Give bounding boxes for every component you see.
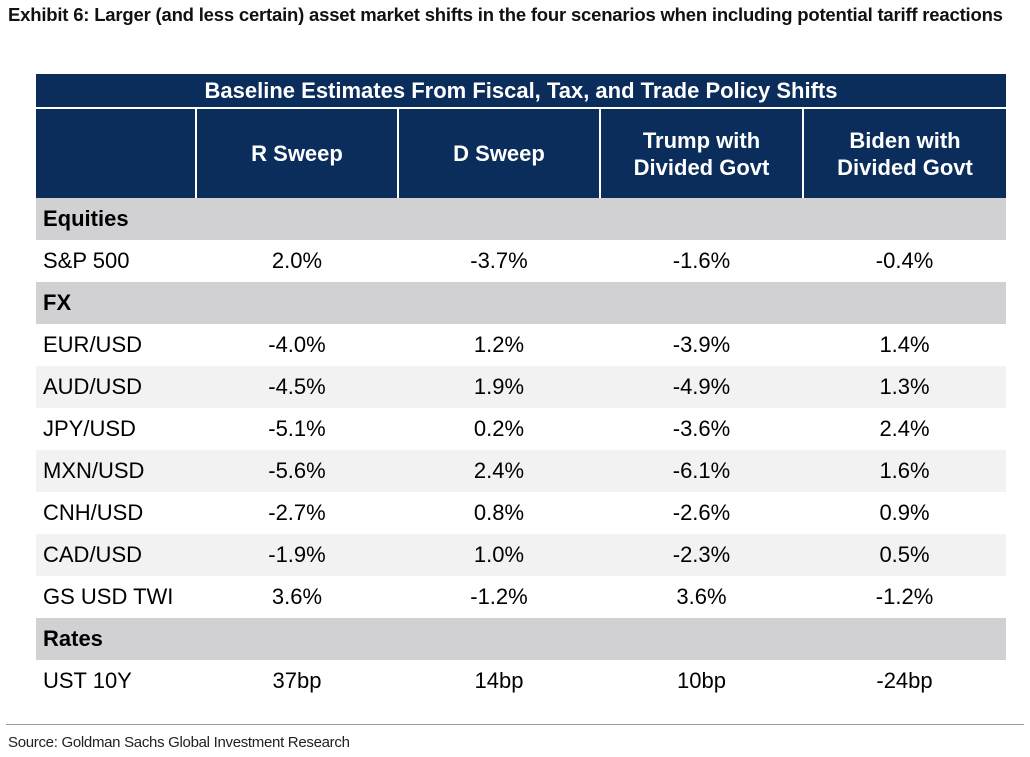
- value-cell: -5.6%: [196, 450, 398, 492]
- table-row: AUD/USD -4.5% 1.9% -4.9% 1.3%: [36, 366, 1007, 408]
- section-label: FX: [36, 282, 1007, 324]
- exhibit-title: Exhibit 6: Larger (and less certain) ass…: [8, 4, 1003, 25]
- value-cell: -5.1%: [268, 416, 326, 441]
- table-row: CAD/USD -1.9% 1.0% -2.3% 0.5%: [36, 534, 1007, 576]
- row-label: EUR/USD: [43, 332, 143, 357]
- value-cell: -4.0%: [268, 332, 326, 357]
- section-row: FX: [36, 282, 1007, 324]
- row-label: JPY/USD: [43, 416, 136, 441]
- value-cell: 2.4%: [398, 450, 600, 492]
- row-label: MXN/USD: [36, 450, 196, 492]
- value-cell: 0.9%: [879, 500, 930, 525]
- table-banner-title: Baseline Estimates From Fiscal, Tax, and…: [36, 74, 1007, 109]
- row-label: GS USD TWI: [43, 584, 174, 609]
- estimates-table-container: Baseline Estimates From Fiscal, Tax, and…: [36, 74, 1007, 702]
- estimates-table: Baseline Estimates From Fiscal, Tax, and…: [36, 74, 1007, 702]
- value-cell: 1.2%: [473, 332, 525, 357]
- value-cell: -3.9%: [672, 332, 731, 357]
- column-header-trump-divided: Trump with Divided Govt: [599, 108, 803, 198]
- section-row: Rates: [36, 618, 1007, 660]
- value-cell: 1.0%: [398, 534, 600, 576]
- value-cell: -2.7%: [268, 500, 326, 525]
- value-cell: 3.6%: [271, 584, 323, 609]
- table-row: MXN/USD -5.6% 2.4% -6.1% 1.6%: [36, 450, 1007, 492]
- value-cell: -3.6%: [672, 416, 731, 441]
- value-cell: -2.6%: [672, 500, 731, 525]
- table-body: Equities S&P 500 2.0% -3.7% -1.6% -0.4% FX EUR/…: [36, 198, 1007, 702]
- value-cell: 0.8%: [473, 500, 525, 525]
- column-header-line: Biden with: [849, 127, 961, 153]
- value-cell: -4.9%: [600, 366, 803, 408]
- value-cell: 10bp: [677, 668, 726, 693]
- column-header-line: Divided Govt: [633, 154, 770, 180]
- value-cell: 2.4%: [879, 416, 930, 441]
- value-cell: -3.7%: [470, 248, 528, 273]
- column-header-biden-divided: Biden with Divided Govt: [801, 108, 1007, 198]
- table-row: GS USD TWI 3.6% -1.2% 3.6% -1.2%: [36, 576, 1006, 618]
- value-cell: -1.2%: [875, 584, 934, 609]
- value-cell: 1.9%: [398, 366, 600, 408]
- row-label: AUD/USD: [36, 366, 196, 408]
- row-label: CAD/USD: [36, 534, 196, 576]
- value-cell: 1.3%: [803, 366, 1007, 408]
- column-header-blank: [36, 108, 196, 198]
- value-cell: -0.4%: [875, 248, 934, 273]
- column-header-line: Divided Govt: [837, 154, 973, 180]
- table-row: S&P 500 2.0% -3.7% -1.6% -0.4%: [36, 240, 1006, 282]
- column-header-row: R Sweep D Sweep Trump with Divided Govt …: [36, 108, 1007, 198]
- column-header-d-sweep: D Sweep: [397, 108, 600, 198]
- value-cell: 2.0%: [271, 248, 323, 273]
- table-banner-row: Baseline Estimates From Fiscal, Tax, and…: [36, 74, 1007, 109]
- value-cell: 1.6%: [803, 450, 1007, 492]
- value-cell: -1.9%: [196, 534, 398, 576]
- value-cell: -1.6%: [672, 248, 731, 273]
- source-note: Source: Goldman Sachs Global Investment …: [8, 734, 350, 751]
- table-row: UST 10Y 37bp 14bp 10bp -24bp: [36, 660, 1006, 702]
- value-cell: 1.4%: [879, 332, 930, 357]
- value-cell: 3.6%: [676, 584, 727, 609]
- footer-divider: [6, 724, 1024, 725]
- row-label: S&P 500: [43, 248, 130, 273]
- value-cell: -6.1%: [600, 450, 803, 492]
- value-cell: 37bp: [272, 668, 322, 693]
- table-row: JPY/USD -5.1% 0.2% -3.6% 2.4%: [36, 408, 1006, 450]
- value-cell: 0.2%: [473, 416, 525, 441]
- section-row: Equities: [36, 198, 1007, 240]
- value-cell: -2.3%: [600, 534, 803, 576]
- row-label: CNH/USD: [43, 500, 144, 525]
- column-header-line: Trump with: [642, 127, 761, 153]
- section-label: Rates: [36, 618, 1007, 660]
- row-label: UST 10Y: [43, 668, 132, 693]
- table-row: EUR/USD -4.0% 1.2% -3.9% 1.4%: [36, 324, 1006, 366]
- value-cell: -4.5%: [196, 366, 398, 408]
- value-cell: -24bp: [876, 668, 933, 693]
- value-cell: -1.2%: [470, 584, 528, 609]
- value-cell: 14bp: [474, 668, 524, 693]
- column-header-r-sweep: R Sweep: [195, 108, 398, 198]
- column-header-line: D Sweep: [453, 141, 545, 166]
- section-label: Equities: [36, 198, 1007, 240]
- value-cell: 0.5%: [803, 534, 1007, 576]
- table-row: CNH/USD -2.7% 0.8% -2.6% 0.9%: [36, 492, 1006, 534]
- column-header-line: R Sweep: [251, 141, 343, 166]
